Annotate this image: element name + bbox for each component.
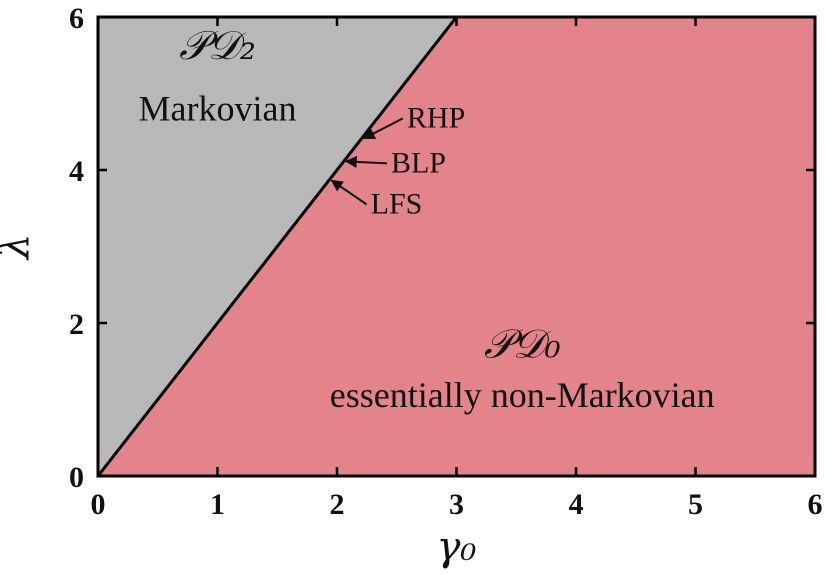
annotation-label-rhp: RHP	[407, 101, 465, 134]
annotation-arrow	[362, 117, 404, 140]
annotation-label-lfs: LFS	[371, 187, 423, 220]
y-tick-label: 0	[69, 461, 84, 494]
y-tick-label: 2	[69, 308, 84, 341]
y-tick-label: 6	[69, 2, 84, 35]
region-label-markovian: Markovian	[139, 88, 297, 128]
annotation-label-blp: BLP	[391, 146, 446, 179]
y-axis-label: λ	[0, 234, 38, 261]
x-tick-label: 4	[569, 488, 584, 521]
x-tick-label: 6	[808, 488, 823, 521]
annotation-arrow	[344, 155, 388, 168]
x-tick-label: 3	[449, 488, 464, 521]
region-label-non-markovian: essentially non-Markovian	[330, 375, 715, 415]
annotation-arrow	[330, 179, 368, 206]
x-tick-label: 5	[688, 488, 703, 521]
region-area-1	[98, 17, 815, 476]
x-axis-label: γ₀	[437, 524, 477, 570]
y-tick-label: 4	[69, 155, 84, 188]
region-title-pd2: 𝒫𝒟₂	[179, 23, 256, 69]
x-tick-label: 0	[91, 488, 106, 521]
x-tick-label: 2	[330, 488, 345, 521]
boundary-line	[96, 16, 458, 477]
region-title-pd0: 𝒫𝒟₀	[484, 321, 561, 367]
x-tick-label: 1	[210, 488, 225, 521]
